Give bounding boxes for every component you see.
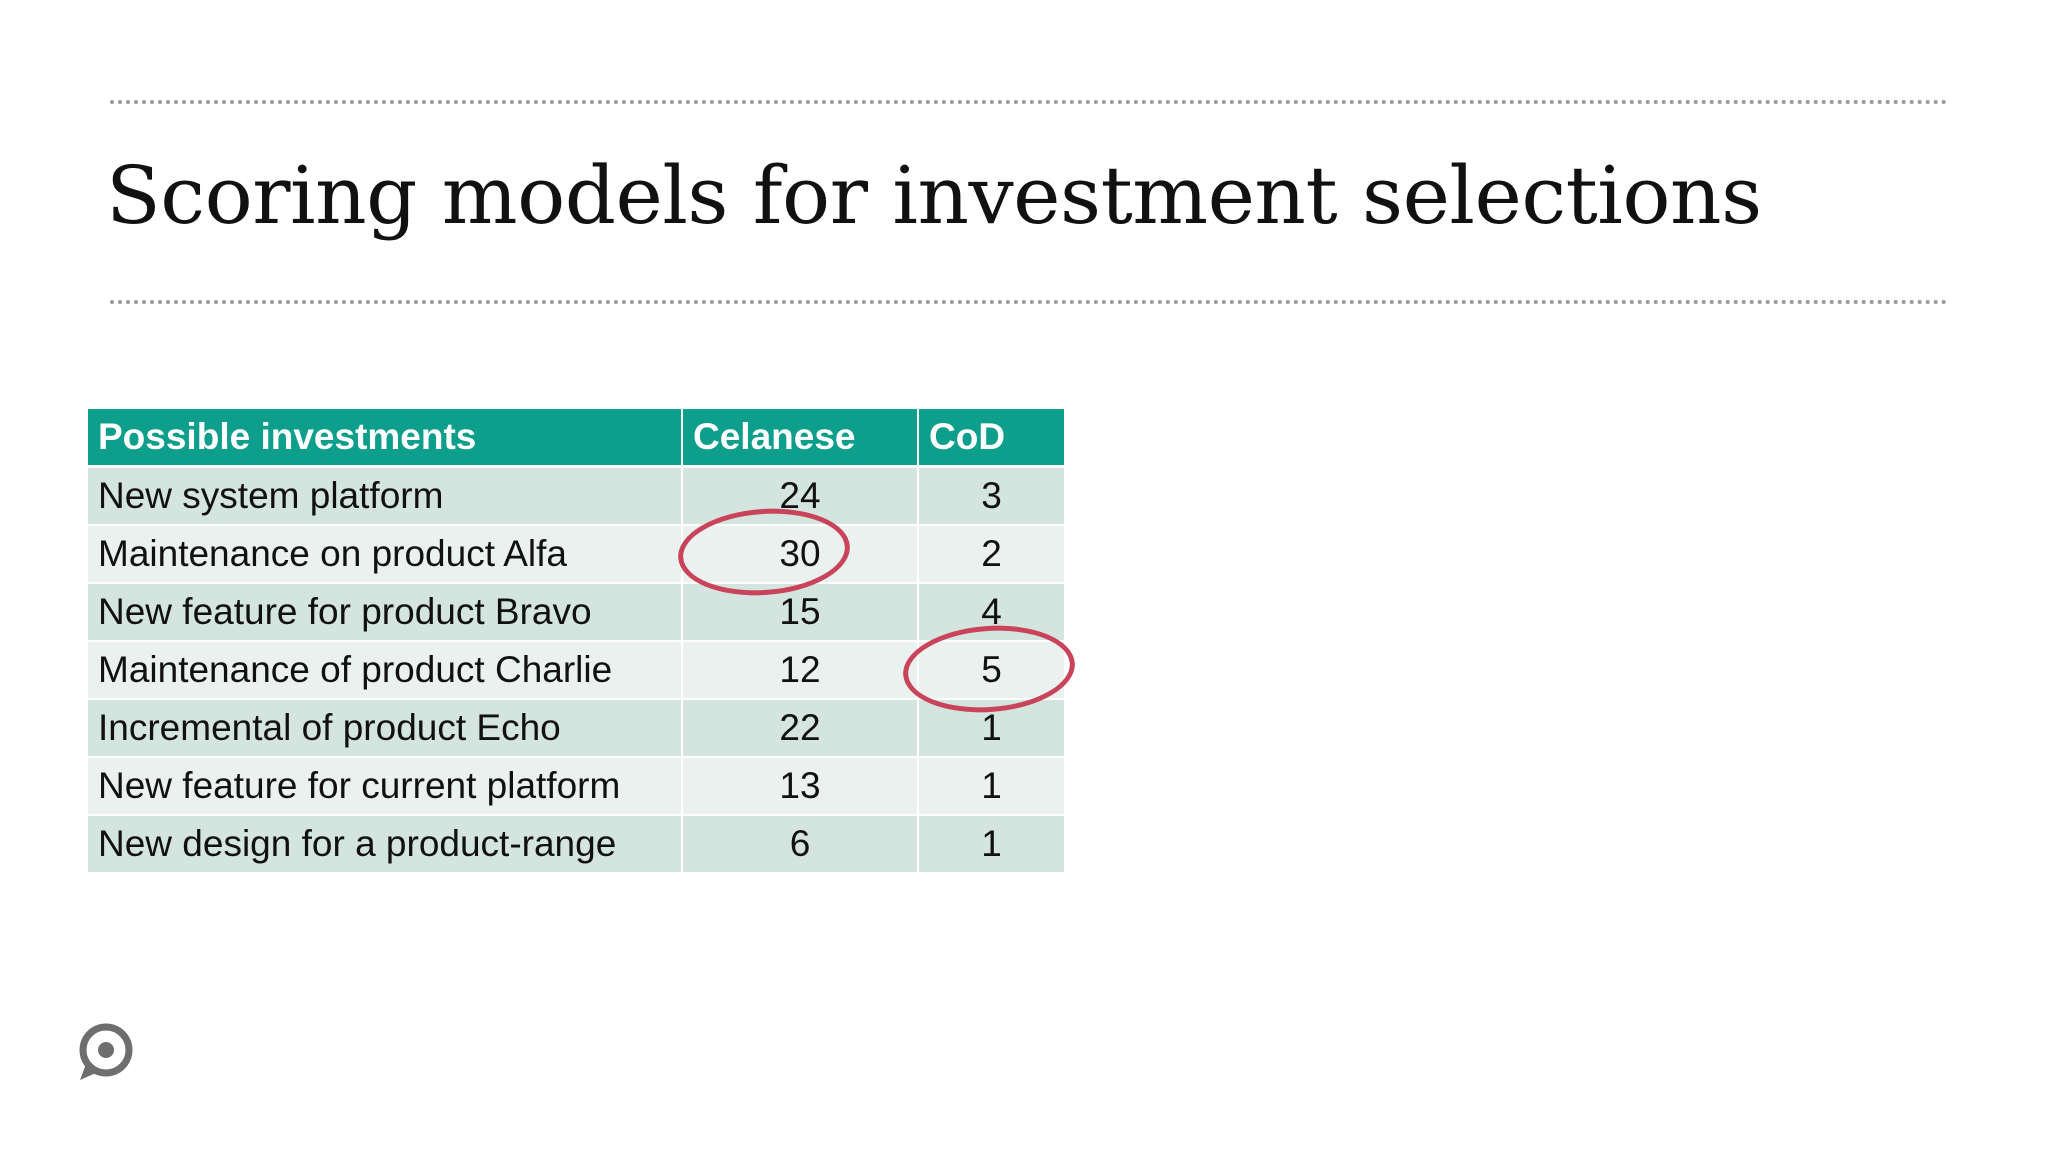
chat-bubble-logo-icon xyxy=(79,1023,133,1080)
table-row: New system platform 24 3 xyxy=(88,466,1064,526)
celanese-score-cell: 13 xyxy=(682,757,919,816)
investment-name-cell: New feature for current platform xyxy=(88,757,683,816)
bottom-dotted-rule xyxy=(110,300,1948,304)
top-dotted-rule xyxy=(110,100,1948,104)
cod-score-cell: 1 xyxy=(918,757,1064,816)
investment-name-cell: New feature for product Bravo xyxy=(88,583,683,642)
celanese-score-cell: 12 xyxy=(682,641,919,700)
table-row: Maintenance on product Alfa 30 2 xyxy=(88,525,1064,584)
table-row: New feature for current platform 13 1 xyxy=(88,757,1064,816)
investment-name-cell: Incremental of product Echo xyxy=(88,699,683,758)
celanese-score-cell: 15 xyxy=(682,583,919,642)
investment-name-cell: New design for a product-range xyxy=(88,815,683,874)
cod-score-cell: 2 xyxy=(918,525,1064,584)
investment-name-cell: Maintenance on product Alfa xyxy=(88,525,683,584)
column-header-investments: Possible investments xyxy=(88,409,683,468)
table-row: New design for a product-range 6 1 xyxy=(88,815,1064,874)
slide-title: Scoring models for investment selections xyxy=(106,149,1762,242)
celanese-score-cell: 22 xyxy=(682,699,919,758)
cod-score-cell: 1 xyxy=(918,699,1064,758)
column-header-celanese: Celanese xyxy=(682,409,919,468)
celanese-score-cell: 30 xyxy=(682,525,919,584)
table-row: Maintenance of product Charlie 12 5 xyxy=(88,641,1064,700)
cod-score-cell: 4 xyxy=(918,583,1064,642)
cod-score-cell: 3 xyxy=(918,466,1064,526)
scoring-table-container: Possible investments Celanese CoD New sy… xyxy=(88,409,1064,874)
celanese-score-cell: 6 xyxy=(682,815,919,874)
table-header-row: Possible investments Celanese CoD xyxy=(88,409,1064,468)
cod-score-cell: 5 xyxy=(918,641,1064,700)
table-row: New feature for product Bravo 15 4 xyxy=(88,583,1064,642)
investment-name-cell: New system platform xyxy=(88,466,683,526)
column-header-cod: CoD xyxy=(918,409,1064,468)
celanese-score-cell: 24 xyxy=(682,466,919,526)
cod-score-cell: 1 xyxy=(918,815,1064,874)
table-row: Incremental of product Echo 22 1 xyxy=(88,699,1064,758)
investment-name-cell: Maintenance of product Charlie xyxy=(88,641,683,700)
scoring-table: Possible investments Celanese CoD New sy… xyxy=(88,409,1064,874)
